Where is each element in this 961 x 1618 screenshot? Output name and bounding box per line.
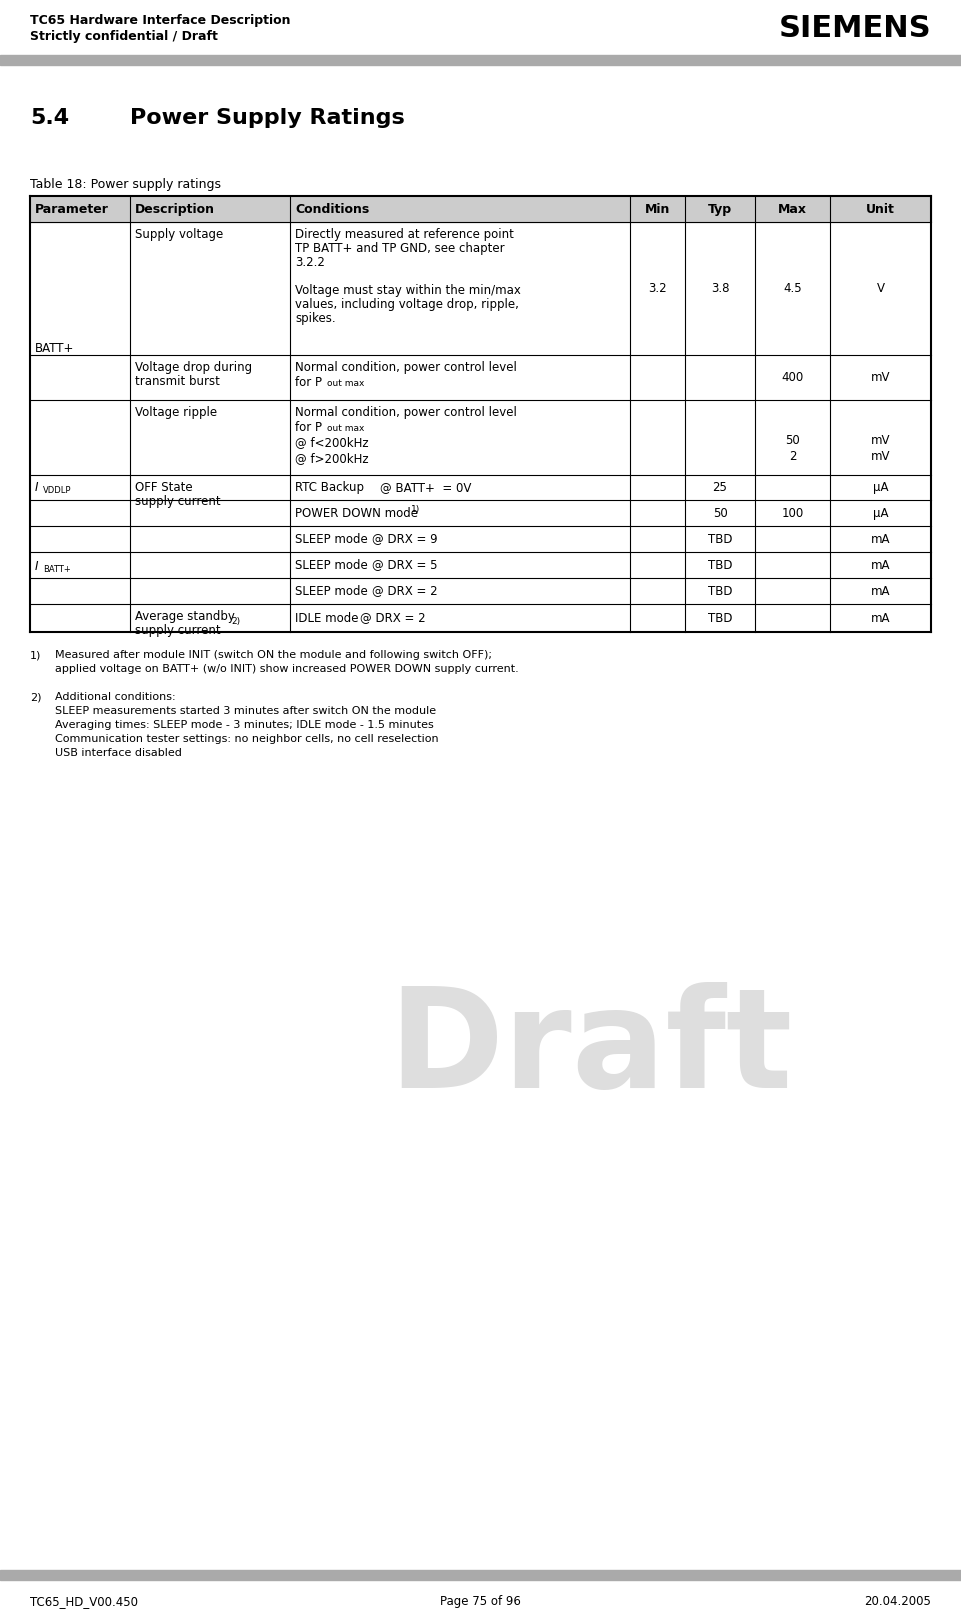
Text: 5.4: 5.4 [30,108,69,128]
Text: BATT+: BATT+ [43,565,71,573]
Text: Draft: Draft [388,982,792,1118]
Text: VDDLP: VDDLP [43,485,71,495]
Text: 400: 400 [781,371,803,383]
Text: Additional conditions:
SLEEP measurements started 3 minutes after switch ON the : Additional conditions: SLEEP measurement… [55,693,438,757]
Text: TBD: TBD [707,612,732,625]
Text: mV: mV [871,371,890,383]
Text: for P: for P [295,421,322,434]
Bar [30,196,931,633]
Text: Voltage drop during: Voltage drop during [135,361,252,374]
Text: TP BATT+ and TP GND, see chapter: TP BATT+ and TP GND, see chapter [295,243,505,256]
Text: @ DRX = 5: @ DRX = 5 [372,558,437,571]
Text: 20.04.2005: 20.04.2005 [864,1595,931,1608]
Text: Typ: Typ [708,202,732,215]
Text: @ f<200kHz: @ f<200kHz [295,435,369,450]
Text: Unit: Unit [866,202,895,215]
Text: SLEEP mode: SLEEP mode [295,558,368,571]
Text: Conditions: Conditions [295,202,369,215]
Bar [0,1569,961,1581]
Text: Voltage must stay within the min/max: Voltage must stay within the min/max [295,285,521,298]
Bar [30,196,931,222]
Text: out max: out max [327,379,364,388]
Text: IDLE mode: IDLE mode [295,612,358,625]
Text: BATT+: BATT+ [35,341,74,354]
Text: 50: 50 [713,506,727,519]
Text: Voltage ripple: Voltage ripple [135,406,217,419]
Text: Min: Min [645,202,670,215]
Text: TBD: TBD [707,584,732,597]
Text: Average standby: Average standby [135,610,234,623]
Text: Measured after module INIT (switch ON the module and following switch OFF);
appl: Measured after module INIT (switch ON th… [55,650,519,675]
Text: TC65 Hardware Interface Description: TC65 Hardware Interface Description [30,15,290,28]
Text: SIEMENS: SIEMENS [778,15,931,44]
Text: Supply voltage: Supply voltage [135,228,223,241]
Text: V: V [876,282,884,294]
Text: TBD: TBD [707,558,732,571]
Text: mV: mV [871,434,890,447]
Text: mA: mA [871,532,890,545]
Text: Normal condition, power control level: Normal condition, power control level [295,361,517,374]
Text: 3.8: 3.8 [711,282,729,294]
Text: POWER DOWN mode: POWER DOWN mode [295,506,418,519]
Text: Max: Max [778,202,807,215]
Text: OFF State: OFF State [135,481,192,493]
Text: µA: µA [873,481,888,493]
Text: mA: mA [871,584,890,597]
Text: out max: out max [327,424,364,434]
Text: TC65_HD_V00.450: TC65_HD_V00.450 [30,1595,138,1608]
Text: RTC Backup: RTC Backup [295,481,364,493]
Text: supply current: supply current [135,625,221,637]
Text: µA: µA [873,506,888,519]
Text: @ BATT+  = 0V: @ BATT+ = 0V [380,481,472,493]
Text: SLEEP mode: SLEEP mode [295,584,368,597]
Text: 3.2: 3.2 [648,282,667,294]
Text: @ DRX = 9: @ DRX = 9 [372,532,437,545]
Text: I: I [35,560,38,573]
Text: I: I [35,481,38,493]
Text: @ DRX = 2: @ DRX = 2 [360,612,426,625]
Bar [0,55,961,65]
Text: @ f>200kHz: @ f>200kHz [295,451,369,464]
Text: mV: mV [871,450,890,463]
Text: TBD: TBD [707,532,732,545]
Text: 2): 2) [231,616,240,626]
Text: Strictly confidential / Draft: Strictly confidential / Draft [30,31,218,44]
Text: SLEEP mode: SLEEP mode [295,532,368,545]
Text: Parameter: Parameter [35,202,109,215]
Text: values, including voltage drop, ripple,: values, including voltage drop, ripple, [295,298,519,311]
Text: Directly measured at reference point: Directly measured at reference point [295,228,514,241]
Text: 2): 2) [30,693,41,702]
Text: 1): 1) [30,650,41,660]
Text: mA: mA [871,612,890,625]
Text: 50: 50 [785,434,800,447]
Text: Table 18: Power supply ratings: Table 18: Power supply ratings [30,178,221,191]
Text: supply current: supply current [135,495,221,508]
Text: @ DRX = 2: @ DRX = 2 [372,584,437,597]
Text: Description: Description [135,202,215,215]
Text: 3.2.2: 3.2.2 [295,256,325,269]
Text: transmit burst: transmit burst [135,375,220,388]
Text: spikes.: spikes. [295,312,335,325]
Text: for P: for P [295,375,322,388]
Text: Power Supply Ratings: Power Supply Ratings [130,108,405,128]
Text: 4.5: 4.5 [783,282,801,294]
Text: 1): 1) [411,505,420,513]
Text: 100: 100 [781,506,803,519]
Text: Normal condition, power control level: Normal condition, power control level [295,406,517,419]
Text: mA: mA [871,558,890,571]
Text: Page 75 of 96: Page 75 of 96 [440,1595,521,1608]
Text: 25: 25 [712,481,727,493]
Text: 2: 2 [789,450,797,463]
